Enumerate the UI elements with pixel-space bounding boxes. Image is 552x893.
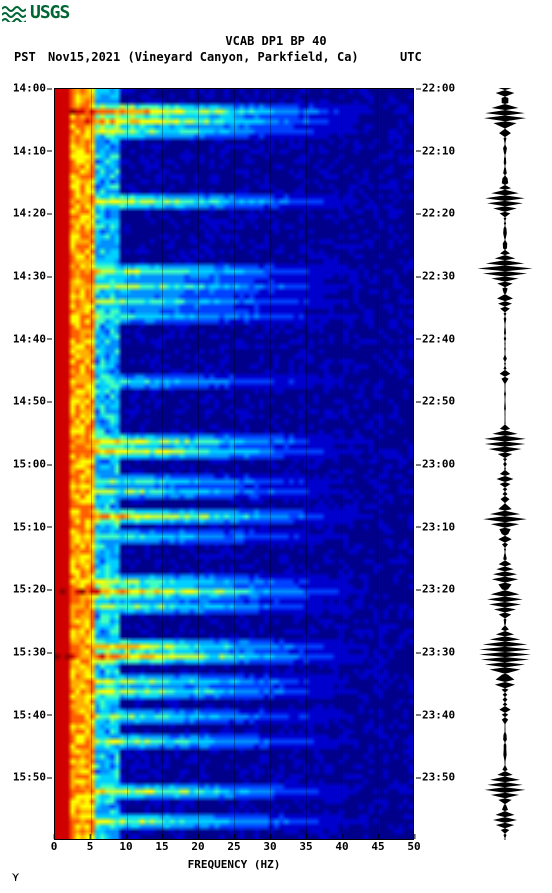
timezone-left: PST: [14, 50, 36, 64]
x-tick: 40: [335, 840, 348, 853]
y-tick-right: 23:40: [422, 708, 455, 721]
y-tick-left: 14:20: [13, 207, 46, 220]
y-axis-right: 22:0022:1022:2022:3022:4022:5023:0023:10…: [416, 88, 468, 840]
x-tick: 10: [119, 840, 132, 853]
y-tick-right: 23:20: [422, 583, 455, 596]
gridline: [234, 89, 235, 839]
x-tick: 45: [371, 840, 384, 853]
y-tick-left: 14:10: [13, 144, 46, 157]
gridline: [198, 89, 199, 839]
y-axis-left: 14:0014:1014:2014:3014:4014:5015:0015:10…: [0, 88, 52, 840]
x-tick: 50: [407, 840, 420, 853]
x-tick: 5: [87, 840, 94, 853]
logo-text: USGS: [30, 2, 69, 23]
y-tick-left: 14:50: [13, 395, 46, 408]
y-tick-right: 23:50: [422, 771, 455, 784]
y-tick-right: 22:30: [422, 270, 455, 283]
y-tick-right: 22:40: [422, 332, 455, 345]
gridline: [162, 89, 163, 839]
x-axis-ticks: 05101520253035404550: [54, 840, 414, 860]
spectrogram-plot: [54, 88, 414, 840]
timezone-right: UTC: [400, 50, 422, 64]
y-tick-right: 22:00: [422, 82, 455, 95]
y-tick-right: 22:10: [422, 144, 455, 157]
y-tick-left: 15:40: [13, 708, 46, 721]
y-tick-right: 23:00: [422, 458, 455, 471]
x-axis-label: FREQUENCY (HZ): [54, 858, 414, 871]
gridline: [127, 89, 128, 839]
x-tick: 35: [299, 840, 312, 853]
y-tick-right: 22:50: [422, 395, 455, 408]
y-tick-left: 14:00: [13, 82, 46, 95]
y-tick-left: 15:10: [13, 520, 46, 533]
gridline: [91, 89, 92, 839]
y-tick-left: 14:40: [13, 332, 46, 345]
y-tick-left: 15:20: [13, 583, 46, 596]
chart-title: VCAB DP1 BP 40: [0, 34, 552, 48]
y-tick-left: 15:00: [13, 458, 46, 471]
y-tick-right: 22:20: [422, 207, 455, 220]
x-tick: 20: [191, 840, 204, 853]
y-tick-left: 14:30: [13, 270, 46, 283]
gridline: [341, 89, 342, 839]
x-tick: 15: [155, 840, 168, 853]
y-tick-left: 15:50: [13, 771, 46, 784]
gridline: [306, 89, 307, 839]
usgs-logo: USGS: [2, 2, 69, 23]
wave-icon: [2, 4, 26, 22]
seismogram-trace: [470, 88, 540, 840]
footer-mark: ⋎: [12, 870, 19, 884]
x-tick: 0: [51, 840, 58, 853]
gridline: [270, 89, 271, 839]
x-tick: 30: [263, 840, 276, 853]
y-tick-right: 23:30: [422, 646, 455, 659]
x-tick: 25: [227, 840, 240, 853]
date-station: Nov15,2021 (Vineyard Canyon, Parkfield, …: [48, 50, 359, 64]
y-tick-left: 15:30: [13, 646, 46, 659]
y-tick-right: 23:10: [422, 520, 455, 533]
gridline: [377, 89, 378, 839]
